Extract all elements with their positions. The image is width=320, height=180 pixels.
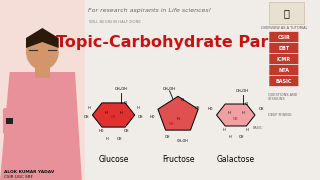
FancyBboxPatch shape <box>269 64 299 75</box>
Text: Fructose: Fructose <box>162 156 194 165</box>
Text: H: H <box>228 111 230 115</box>
Text: H: H <box>106 137 108 141</box>
Text: NTA: NTA <box>278 68 289 73</box>
Text: ICMR: ICMR <box>277 57 291 62</box>
Polygon shape <box>92 103 135 127</box>
Text: OH: OH <box>117 137 123 141</box>
Text: OH: OH <box>84 115 89 119</box>
FancyBboxPatch shape <box>3 108 40 134</box>
Text: Galactose: Galactose <box>217 156 255 165</box>
Text: H: H <box>105 111 108 115</box>
Text: CSIR UGC SRF: CSIR UGC SRF <box>4 175 33 179</box>
FancyBboxPatch shape <box>269 31 299 42</box>
Text: O: O <box>245 102 248 106</box>
Text: H: H <box>137 106 139 110</box>
Text: OH: OH <box>195 106 200 110</box>
Text: O: O <box>181 98 184 102</box>
FancyBboxPatch shape <box>269 2 304 24</box>
FancyBboxPatch shape <box>6 118 13 124</box>
Text: CH₂OH: CH₂OH <box>115 87 128 91</box>
Text: OH: OH <box>124 129 129 133</box>
Text: H: H <box>120 111 122 115</box>
Text: WILL BEGIN IN HALF DONE: WILL BEGIN IN HALF DONE <box>89 20 140 24</box>
Text: DBT: DBT <box>278 46 290 51</box>
Polygon shape <box>26 28 59 48</box>
Text: CSIR: CSIR <box>277 35 290 39</box>
Text: OH: OH <box>239 135 244 139</box>
Polygon shape <box>158 96 198 130</box>
Text: OH: OH <box>169 122 174 126</box>
FancyBboxPatch shape <box>269 42 299 53</box>
Text: CH₂OH: CH₂OH <box>176 139 188 143</box>
Ellipse shape <box>26 34 59 70</box>
Polygon shape <box>0 72 82 180</box>
Text: BASIC: BASIC <box>252 126 263 130</box>
Text: CH₂OH: CH₂OH <box>236 89 249 93</box>
Text: OH: OH <box>165 135 170 139</box>
FancyBboxPatch shape <box>35 68 50 78</box>
FancyBboxPatch shape <box>269 75 299 87</box>
Text: H: H <box>177 117 179 121</box>
FancyBboxPatch shape <box>0 0 85 180</box>
Text: OH: OH <box>138 115 143 119</box>
Text: O: O <box>124 101 127 105</box>
Text: OH: OH <box>233 117 238 121</box>
Text: For research aspirants in Life sciences!: For research aspirants in Life sciences! <box>88 8 211 13</box>
Text: BASIC: BASIC <box>276 78 292 84</box>
Text: HO: HO <box>207 107 213 111</box>
Text: Glucose: Glucose <box>98 156 129 165</box>
Text: CH₂OH: CH₂OH <box>163 87 176 91</box>
Text: Topic-Carbohydrate Part-1: Topic-Carbohydrate Part-1 <box>56 35 294 50</box>
Text: H: H <box>241 111 244 115</box>
Polygon shape <box>217 104 255 126</box>
Text: H: H <box>223 128 226 132</box>
Text: OVERVIEW AS A TUTORIAL: OVERVIEW AS A TUTORIAL <box>261 26 307 30</box>
Text: H: H <box>246 128 249 132</box>
Text: ALOK KUMAR YADAV: ALOK KUMAR YADAV <box>4 170 54 174</box>
FancyBboxPatch shape <box>36 113 77 139</box>
FancyBboxPatch shape <box>269 53 299 64</box>
Text: H: H <box>88 106 91 110</box>
Text: H: H <box>229 135 231 139</box>
Text: OH: OH <box>259 107 264 111</box>
Text: HO: HO <box>149 115 155 119</box>
Text: DEEP MINING: DEEP MINING <box>268 113 291 117</box>
Text: OH: OH <box>111 115 116 119</box>
Text: HO: HO <box>98 129 104 133</box>
Text: QUESTIONS AND
SESSIONS: QUESTIONS AND SESSIONS <box>268 93 297 101</box>
Text: 👥: 👥 <box>284 8 290 18</box>
